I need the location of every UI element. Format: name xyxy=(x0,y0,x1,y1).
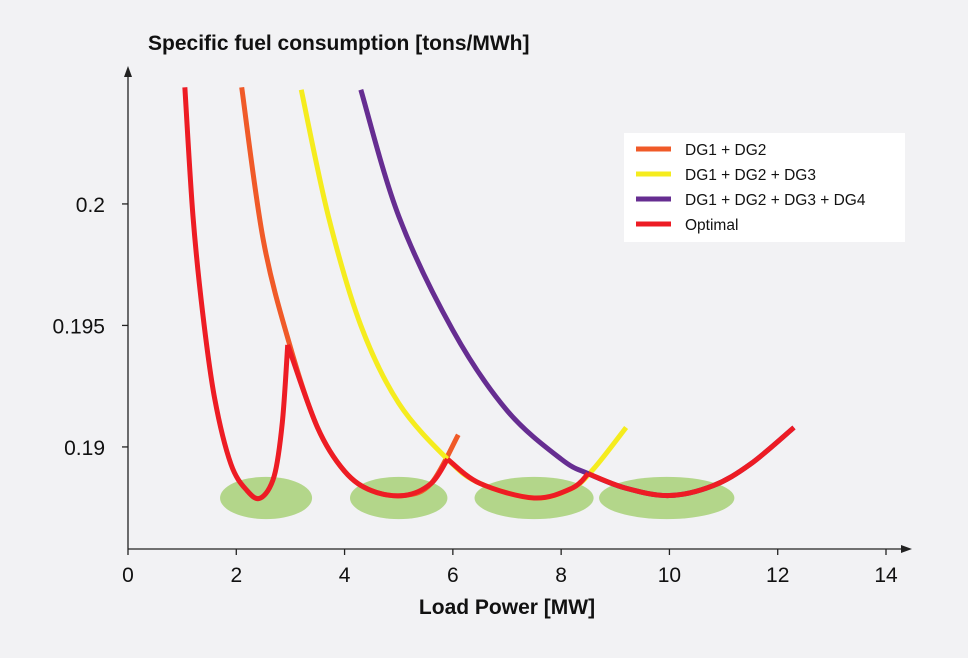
series-line-optimal-4 xyxy=(587,425,796,499)
y-tick-label: 0.19 xyxy=(64,437,105,460)
series-line-dg1-dg2-dg3 xyxy=(298,89,629,501)
x-tick-label: 4 xyxy=(339,564,351,587)
y-axis-arrow-icon xyxy=(124,66,132,77)
highlight-region-1 xyxy=(220,476,313,520)
legend-label: Optimal xyxy=(685,217,738,234)
y-tick-label: 0.2 xyxy=(76,194,105,217)
x-tick-label: 8 xyxy=(555,564,567,587)
y-tick-label: 0.195 xyxy=(52,315,105,338)
x-axis-label: Load Power [MW] xyxy=(419,596,595,619)
x-tick-label: 6 xyxy=(447,564,459,587)
x-tick-label: 14 xyxy=(874,564,898,587)
legend-label: DG1 + DG2 + DG3 xyxy=(685,167,816,184)
x-axis-arrow-icon xyxy=(901,545,912,553)
x-tick-label: 0 xyxy=(122,564,134,587)
legend: DG1 + DG2 DG1 + DG2 + DG3 DG1 + DG2 + DG3 … xyxy=(624,133,905,242)
x-ticks: 0 2 4 6 8 10 12 14 xyxy=(122,549,898,587)
legend-label: DG1 + DG2 + DG3 + DG4 xyxy=(685,192,866,209)
series-lines xyxy=(182,86,796,502)
legend-label: DG1 + DG2 xyxy=(685,142,766,159)
x-tick-label: 2 xyxy=(230,564,242,587)
chart-title: Specific fuel consumption [tons/MWh] xyxy=(148,32,530,55)
series-line-optimal-2 xyxy=(285,344,450,499)
x-tick-label: 12 xyxy=(766,564,789,587)
series-line-optimal-1 xyxy=(182,87,291,502)
x-tick-label: 10 xyxy=(658,564,681,587)
y-ticks: 0.19 0.195 0.2 xyxy=(52,194,128,460)
series-line-optimal-3 xyxy=(445,457,591,501)
axes xyxy=(124,66,912,553)
